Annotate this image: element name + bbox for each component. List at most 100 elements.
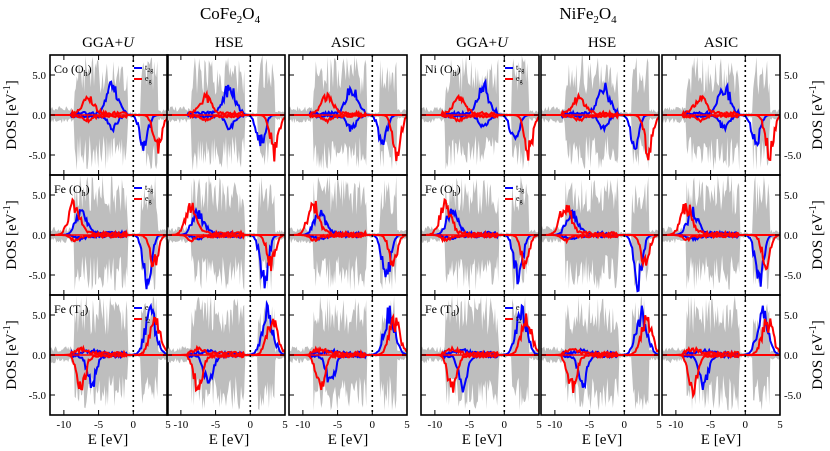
site-label-base: Co (O — [54, 62, 84, 76]
panel-plot-area — [289, 295, 407, 411]
x-tick-label: -5 — [706, 419, 716, 431]
total-dos-up-area — [50, 55, 168, 115]
site-label-base: Fe (T — [54, 302, 81, 316]
x-tick-label: 0 — [743, 419, 749, 431]
panel-r1-c5 — [540, 54, 660, 176]
y-axis-label-base: DOS [eV — [810, 333, 826, 389]
x-tick-label: -5 — [585, 419, 595, 431]
title-nife2o4: NiFe2O4 — [559, 4, 617, 26]
y-axis-label-close: ] — [810, 320, 826, 325]
legend-label-base: t — [145, 314, 148, 323]
site-label-sub: h — [82, 189, 86, 198]
y-tick-label: 0.0 — [784, 350, 798, 362]
panel-r3-c5: -10 -5 0 5 — [540, 294, 662, 431]
legend-label: eg — [145, 194, 152, 205]
site-label: Fe (Oh) — [54, 182, 90, 198]
y-axis-label-base: DOS [eV — [810, 93, 826, 149]
y-tick-label: 5.0 — [784, 310, 798, 322]
xlabel-col5: E [eV] — [582, 432, 622, 448]
x-tick-label: -10 — [548, 419, 563, 431]
total-dos-up-area — [541, 55, 659, 115]
legend-label: t2 — [145, 314, 150, 325]
y-tick-label: -5.0 — [29, 150, 47, 162]
panel-r2-c6: 5.0 0.0 -5.0 — [661, 174, 802, 296]
x-tick-label: -10 — [57, 419, 72, 431]
title-cofe2o4-base: CoFe — [200, 4, 237, 23]
y-axis-label: DOS [eV-1] — [808, 320, 826, 390]
y-axis-label-close: ] — [810, 200, 826, 205]
site-label: Fe (Td) — [54, 302, 88, 318]
total-dos-up-area — [421, 175, 539, 235]
site-label-sub: h — [84, 69, 88, 78]
y-axis-label: DOS [eV-1] — [2, 320, 20, 390]
total-dos-up-area — [167, 55, 285, 115]
x-tick-label: 0 — [622, 419, 628, 431]
site-label-close: ) — [84, 302, 88, 316]
y-tick-label: 5.0 — [784, 70, 798, 82]
method-ggau-left-u: U — [123, 35, 135, 51]
legend-label: e — [516, 303, 520, 312]
y-tick-label: -5.0 — [29, 270, 47, 282]
total-dos-up-area — [541, 295, 659, 355]
panel-plot-area — [421, 295, 539, 411]
site-label-sub: h — [453, 69, 457, 78]
y-axis-label-sup: -1 — [2, 85, 13, 93]
method-asic-right: ASIC — [704, 35, 738, 51]
panel-plot-area — [289, 55, 407, 171]
x-tick-label: 0 — [131, 419, 137, 431]
legend-label: t2g — [145, 183, 153, 194]
legend-label: e — [145, 303, 149, 312]
y-tick-label: -5.0 — [784, 390, 802, 402]
red-projected-dos-down-line — [421, 233, 539, 270]
x-tick-label: 0 — [248, 419, 254, 431]
panel-plot-area — [50, 175, 168, 291]
panel-plot-area — [167, 175, 285, 291]
total-dos-down-area — [167, 115, 285, 171]
y-axis-label: DOS [eV-1] — [808, 200, 826, 270]
total-dos-down-area — [289, 115, 407, 171]
x-tick-label: -5 — [94, 419, 104, 431]
total-dos-down-area — [662, 115, 780, 171]
legend-label-base: e — [516, 194, 520, 203]
y-tick-label: 0.0 — [784, 110, 798, 122]
total-dos-up-area — [421, 295, 539, 355]
y-tick-label: 0.0 — [32, 230, 46, 242]
y-tick-label: 0.0 — [32, 350, 46, 362]
panel-plot-area — [662, 175, 780, 291]
x-tick-label: -5 — [333, 419, 343, 431]
total-dos-down-area — [541, 355, 659, 411]
panel-plot-area — [541, 55, 659, 170]
x-tick-label: -10 — [296, 419, 311, 431]
site-label-close: ) — [88, 62, 92, 76]
title-nife2o4-sub2: 4 — [611, 14, 617, 26]
y-axis-label-sup: -1 — [2, 325, 13, 333]
site-label-sub: d — [80, 309, 84, 318]
legend-label-base: t — [145, 63, 148, 72]
legend-label-base: t — [516, 183, 519, 192]
y-axis-label-sup: -1 — [808, 205, 819, 213]
x-tick-label: 5 — [282, 419, 288, 431]
y-axis-label: DOS [eV-1] — [2, 200, 20, 270]
legend-label: eg — [516, 74, 523, 85]
x-tick-label: 0 — [502, 419, 508, 431]
total-dos-down-area — [662, 235, 780, 291]
panel-r3-c4: -10 -5 0 5Fe (Td) et2 — [420, 294, 542, 431]
x-tick-label: 5 — [165, 419, 171, 431]
legend-label: t2g — [516, 63, 524, 74]
legend-label-base: t — [516, 314, 519, 323]
total-dos-up-area — [50, 295, 168, 355]
panel-plot-area — [50, 55, 168, 171]
site-label-base: Fe (O — [54, 182, 82, 196]
legend-label-sub: g — [520, 79, 523, 85]
legend-label-base: e — [145, 303, 149, 312]
red-projected-dos-down-line — [541, 233, 659, 268]
method-asic-left: ASIC — [331, 35, 365, 51]
total-dos-down-area — [50, 355, 168, 409]
y-axis-label-close: ] — [4, 320, 20, 325]
total-dos-up-area — [421, 55, 539, 115]
y-axis-label: DOS [eV-1] — [2, 80, 20, 150]
legend-label: t2g — [516, 183, 524, 194]
y-tick-label: 0.0 — [32, 110, 46, 122]
